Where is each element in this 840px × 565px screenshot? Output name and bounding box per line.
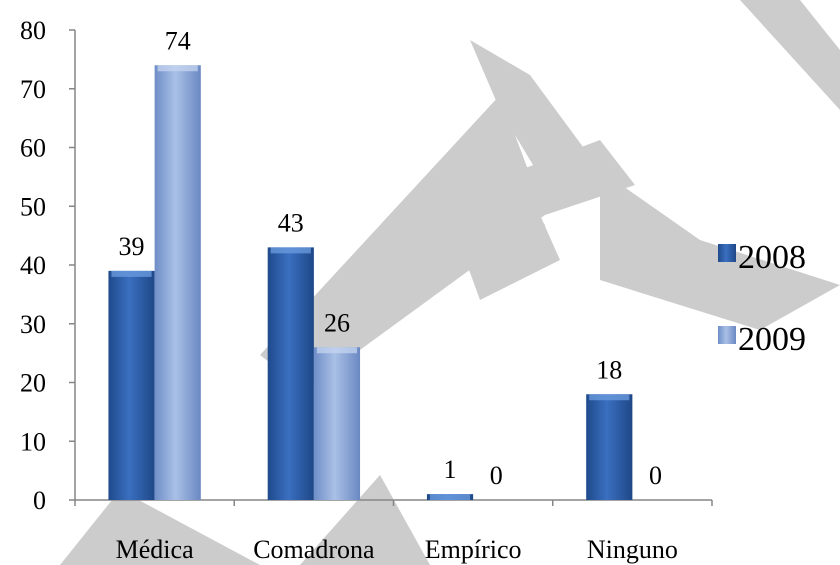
y-tick-label: 50 [20,192,46,221]
y-tick-label: 30 [20,310,46,339]
x-tick-label: Ninguno [587,535,678,564]
bar-2008-0 [108,270,155,500]
y-tick-label: 70 [20,75,46,104]
bar-cap-2008-1 [270,247,311,254]
legend-label-2008: 2008 [738,239,806,276]
bar-2008-1 [267,247,314,500]
x-tick-label: Empírico [425,535,522,564]
data-label-2009-2: 0 [490,461,503,490]
legend-label-2009: 2009 [738,321,806,358]
bar-2009-0 [154,65,201,500]
y-tick-label: 60 [20,134,46,163]
y-tick-label: 40 [20,251,46,280]
bar-cap-2008-2 [429,494,471,500]
legend-swatch-2009 [718,326,736,344]
x-tick-label: Médica [116,535,194,564]
data-label-2009-1: 26 [324,308,350,337]
y-tick-label: 80 [20,16,46,45]
bar-cap-2008-3 [589,394,630,401]
data-label-2008-2: 1 [444,455,457,484]
data-label-2008-0: 39 [119,232,145,261]
bar-cap-2008-0 [111,270,152,277]
data-labels: 39 43 1 18 74 26 0 0 [119,26,662,490]
bars [108,65,633,500]
bar-2009-1 [313,347,361,500]
data-label-2009-0: 74 [165,26,191,55]
legend-swatch-2008 [718,244,736,262]
bar-cap-2009-0 [157,65,198,72]
y-tick-label: 10 [20,427,46,456]
data-label-2008-1: 43 [278,208,304,237]
bar-2008-3 [586,394,633,500]
legend: 2008 2009 [718,239,806,358]
data-label-2009-3: 0 [649,461,662,490]
data-label-2008-3: 18 [596,355,622,384]
y-tick-label: 20 [20,369,46,398]
y-tick-label: 0 [33,486,46,515]
bar-cap-2009-1 [316,347,358,354]
x-tick-label: Comadrona [253,535,375,564]
